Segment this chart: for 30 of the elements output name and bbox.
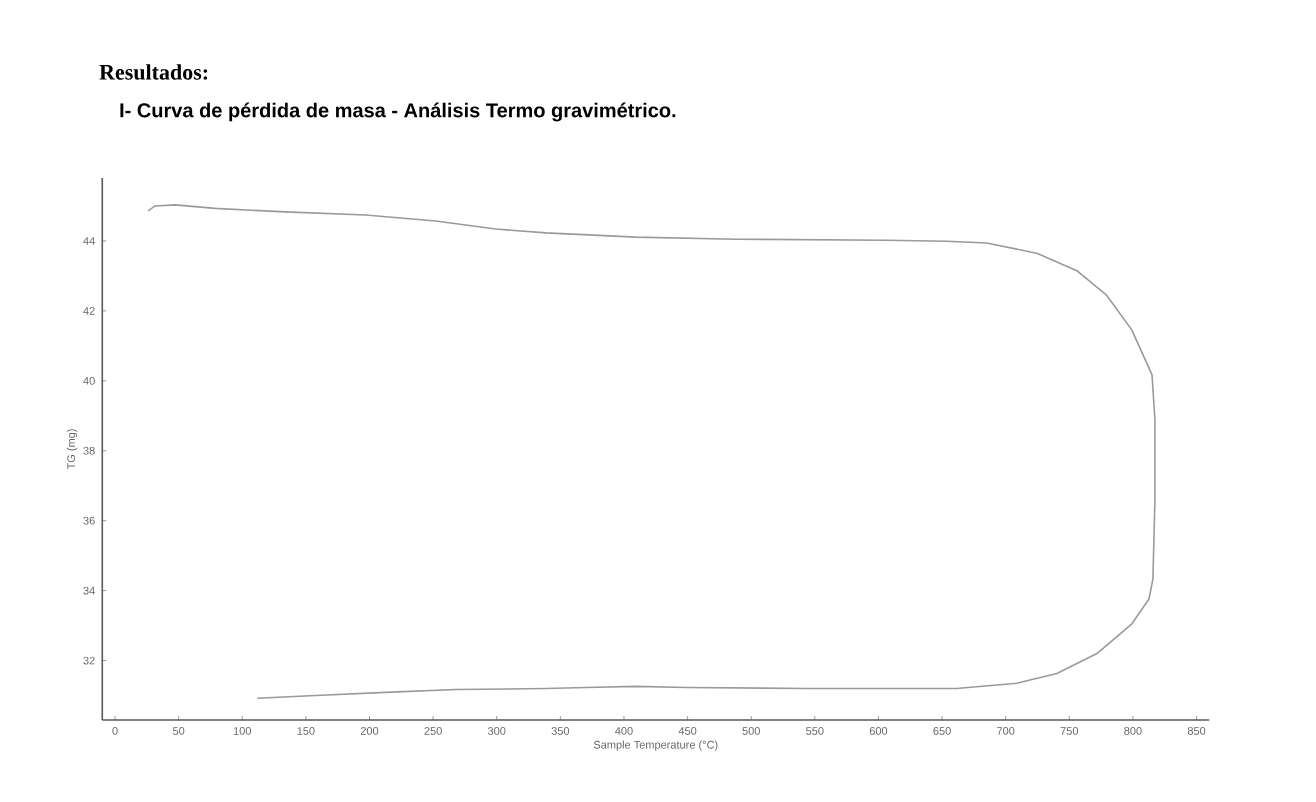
- x-tick-label: 500: [742, 727, 760, 735]
- x-axis-title: Sample Temperature (°C): [593, 740, 718, 751]
- x-tick-label: 750: [1060, 727, 1079, 735]
- x-tick-label: 50: [172, 727, 185, 735]
- x-tick-label: 100: [233, 727, 251, 735]
- x-tick-label: 350: [551, 727, 570, 735]
- x-tick-label: 550: [806, 727, 824, 735]
- x-tick-label: 200: [360, 727, 379, 735]
- chart-title: Resultados:: [99, 64, 208, 80]
- x-tick-label: 300: [487, 727, 506, 735]
- x-tick-label: 250: [424, 727, 442, 735]
- line-series: [147, 204, 1156, 700]
- x-tick-label: 150: [297, 727, 315, 735]
- y-tick-label: 42: [83, 307, 95, 315]
- x-tick-label: 650: [933, 727, 951, 735]
- x-tick-label: 850: [1187, 727, 1206, 735]
- y-tick-label: 34: [83, 586, 95, 595]
- y-axis-title: TG (mg): [67, 429, 78, 470]
- y-tick-label: 36: [83, 516, 95, 525]
- y-tick-label: 38: [83, 446, 95, 455]
- y-tick-label: 32: [83, 656, 95, 665]
- x-tick-label: 600: [869, 727, 888, 735]
- x-tick-label: 700: [997, 727, 1015, 735]
- y-tick-label: 40: [83, 376, 95, 385]
- y-tick-label: 44: [83, 237, 95, 245]
- x-tick-label: 400: [615, 727, 633, 735]
- x-tick-label: 800: [1124, 727, 1142, 735]
- x-tick-label: 450: [678, 727, 697, 735]
- chart-subtitle: I- Curva de pérdida de masa - Análisis Termo gravimétrico.: [120, 102, 676, 122]
- x-tick-label: 0: [112, 727, 118, 735]
